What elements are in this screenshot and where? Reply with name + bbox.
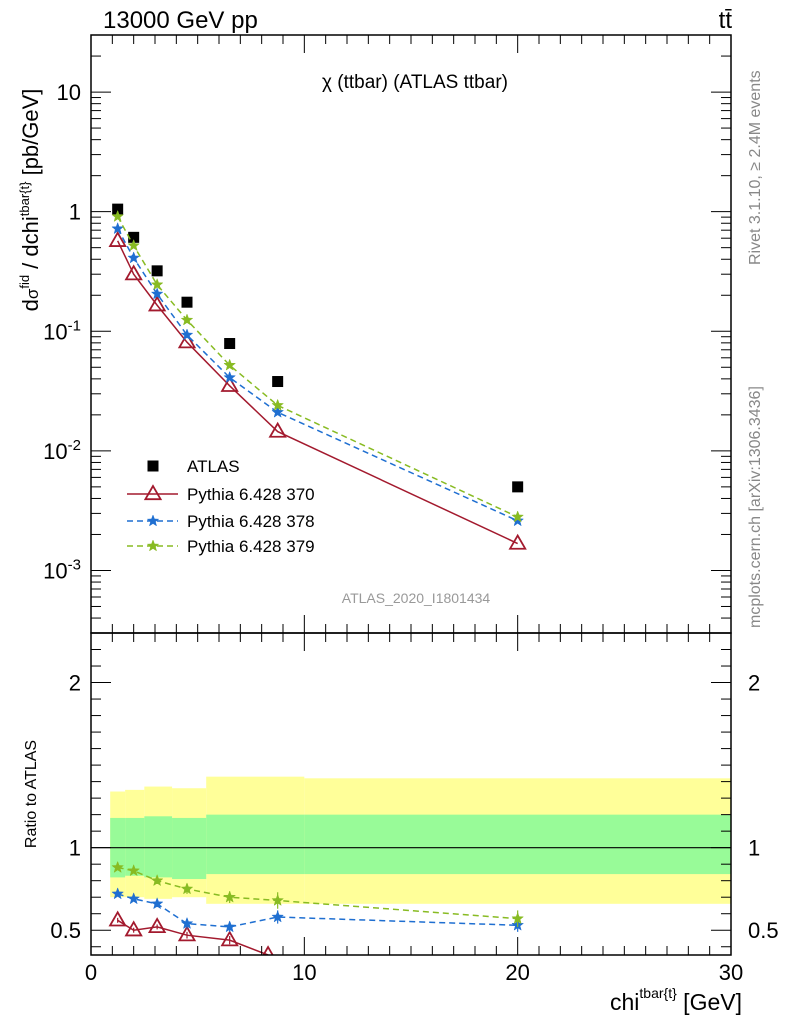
ratio-point-triangle (124, 920, 143, 937)
data-point-star (127, 238, 141, 252)
data-point-pythia-370 (220, 375, 239, 392)
process-label: tt̄ (719, 7, 733, 34)
series-line-2 (117, 228, 518, 522)
ratio-point-triangle (220, 930, 239, 947)
ratio-point-star (180, 916, 194, 930)
ratio-y-tick-label-right: 2 (748, 671, 760, 696)
data-point-atlas (512, 481, 524, 493)
data-point-atlas (151, 265, 163, 277)
data-point-star (127, 251, 141, 264)
ratio-y-tick-label: 0.5 (50, 918, 81, 943)
analysis-label: ATLAS_2020_I1801434 (342, 590, 491, 606)
data-point-star (511, 510, 525, 523)
stat-uncertainty-band (172, 817, 207, 880)
ratio-point-star (271, 910, 285, 923)
data-point-star (223, 370, 237, 384)
data-point-pythia-370 (508, 533, 527, 550)
ratio-y-tick-label-right: 1 (748, 836, 760, 861)
data-point-star (150, 278, 164, 291)
data-point-atlas (128, 231, 140, 243)
series-line-3 (117, 216, 518, 518)
data-point-atlas (272, 376, 284, 388)
ratio-plot-area (91, 776, 731, 955)
ratio-point-star (223, 920, 237, 933)
x-tick-label: 20 (505, 960, 529, 985)
data-point-pythia-370 (108, 231, 127, 247)
data-point-star (511, 514, 525, 527)
stat-uncertainty-band (206, 814, 305, 875)
y-tick-label: 10-3 (43, 556, 81, 583)
mcplots-label: mcplots.cern.ch [arXiv:1306.3436] (747, 386, 764, 628)
ratio-y-tick-label: 1 (69, 836, 81, 861)
main-y-axis-label: dσfid / dchitbar{t} [pb/GeV] (9, 89, 43, 312)
data-point-pythia-370 (147, 295, 167, 312)
ratio-point-star (150, 873, 164, 887)
ratio-series-group (108, 860, 525, 955)
ratio-point-star (150, 897, 164, 910)
ratio-point-triangle (262, 945, 274, 955)
ratio-y-tick-label: 2 (69, 671, 81, 696)
energy-label: 13000 GeV pp (103, 7, 258, 34)
chart-title: χ (ttbar) (ATLAS ttbar) (322, 72, 508, 93)
y-tick-label: 1 (69, 200, 81, 225)
data-point-star (223, 358, 237, 371)
main-axis-ticks: 10-3 10-2 10-1 1 10 (43, 34, 732, 634)
stat-uncertainty-band (304, 814, 731, 875)
x-axis-label: chitbar{t} [GeV] (610, 985, 742, 1015)
y-tick-label: 10 (57, 80, 81, 105)
data-point-star (150, 287, 164, 300)
rivet-version-label: Rivet 3.1.10, ≥ 2.4M events (747, 70, 764, 265)
y-tick-label: 10-2 (43, 437, 81, 464)
data-point-pythia-370 (268, 421, 287, 438)
x-tick-label: 10 (292, 960, 316, 985)
data-point-atlas (112, 203, 124, 215)
ratio-point-triangle (108, 910, 127, 927)
legend-label: Pythia 6.428 370 (187, 485, 315, 504)
main-plot-area (108, 203, 527, 550)
legend-label: ATLAS (187, 457, 240, 476)
ratio-point-star (223, 890, 237, 903)
data-point-pythia-370 (124, 264, 143, 281)
ratio-point-star (111, 860, 125, 873)
legend: ATLAS Pythia 6.428 370 Pythia 6.428 378 Pyt… (127, 457, 315, 556)
legend-label: Pythia 6.428 378 (187, 512, 315, 531)
ratio-point-star (271, 893, 285, 906)
data-point-star (180, 328, 194, 341)
data-point-star (271, 398, 285, 411)
ratio-point-star (111, 887, 125, 900)
legend-marker-triangle (143, 484, 163, 501)
stat-uncertainty-band (144, 816, 173, 878)
data-point-star (111, 222, 125, 235)
stat-uncertainty-band (125, 817, 145, 876)
legend-marker-star (146, 514, 160, 527)
x-tick-label: 0 (85, 960, 97, 985)
ratio-point-triangle (177, 925, 197, 942)
ratio-axis-ticks: 0.5 0.51 12 20 10 20 30 (50, 632, 779, 985)
ratio-y-tick-label-right: 0.5 (748, 918, 779, 943)
ratio-y-axis-label: Ratio to ATLAS (23, 740, 40, 848)
svg-text:chitbar{t} [GeV]: chitbar{t} [GeV] (610, 985, 742, 1015)
data-point-star (271, 405, 285, 418)
ratio-point-triangle (147, 917, 167, 934)
data-point-star (111, 209, 125, 222)
data-point-star (180, 313, 194, 326)
legend-marker-square (147, 460, 159, 472)
ratio-point-star (180, 882, 194, 895)
series-line-1 (116, 240, 518, 545)
ratio-point-star (127, 892, 141, 905)
data-point-atlas (181, 296, 193, 308)
legend-marker-star (146, 539, 160, 552)
data-point-pythia-370 (177, 332, 197, 349)
data-point-atlas (224, 338, 236, 350)
legend-label: Pythia 6.428 379 (187, 537, 315, 556)
ratio-point-star (127, 864, 141, 877)
y-tick-label: 10-1 (43, 317, 81, 344)
ratio-point-star (511, 911, 525, 925)
svg-text:dσfid / dchitbar{t} [pb: dσfid / dchitbar{t} [pb/GeV] (9, 89, 43, 312)
x-tick-label: 30 (719, 960, 743, 985)
